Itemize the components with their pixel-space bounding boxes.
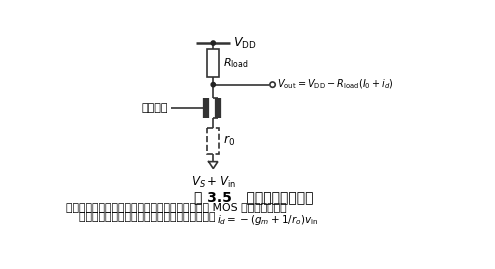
Text: $V_S+V_{\mathrm{in}}$: $V_S+V_{\mathrm{in}}$ [191, 175, 236, 190]
Text: 栅极接地放电电路中栅极固定电位。输入信号加到 MOS 晶体管的源极，: 栅极接地放电电路中栅极固定电位。输入信号加到 MOS 晶体管的源极， [66, 202, 287, 212]
Text: 从漏极得到输出信号。输入信号时的电流变化是: 从漏极得到输出信号。输入信号时的电流变化是 [79, 213, 218, 222]
Bar [207, 49, 219, 77]
Text: 图 3.5   栅极接地放大电路: 图 3.5 栅极接地放大电路 [194, 190, 313, 204]
Text: $R_{\mathrm{load}}$: $R_{\mathrm{load}}$ [223, 56, 248, 70]
Text: $r_0$: $r_0$ [223, 134, 235, 148]
Circle shape [211, 83, 215, 87]
Text: 固定电位: 固定电位 [142, 103, 168, 113]
Text: $V_{\mathrm{DD}}$: $V_{\mathrm{DD}}$ [233, 36, 256, 51]
Text: $i_d=-(g_m+1/r_o)v_{\mathrm{in}}$: $i_d=-(g_m+1/r_o)v_{\mathrm{in}}$ [217, 213, 318, 227]
Circle shape [211, 41, 215, 45]
Text: $V_{\mathrm{out}}=V_{\mathrm{DD}}-R_{\mathrm{load}}(I_0+i_d)$: $V_{\mathrm{out}}=V_{\mathrm{DD}}-R_{\ma… [277, 78, 394, 91]
Bar [207, 128, 219, 154]
